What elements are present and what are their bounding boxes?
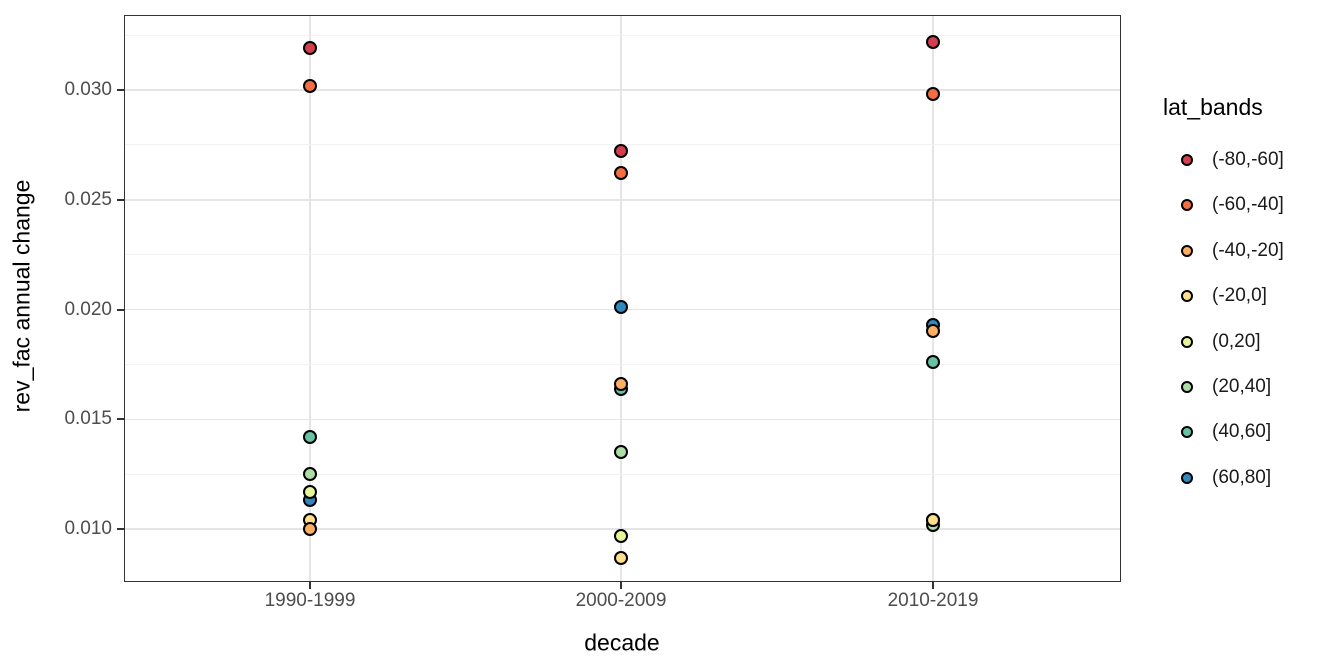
data-point (926, 324, 940, 339)
data-point (926, 34, 940, 49)
legend-item-label: (20,40] (1212, 376, 1272, 397)
y-tick-label: 0.010 (64, 518, 112, 539)
y-axis-tick (117, 528, 124, 530)
gridline-major-y (124, 199, 1121, 201)
y-axis-tick (117, 89, 124, 91)
x-axis-tick (309, 582, 311, 589)
data-point (614, 550, 628, 565)
data-point (614, 300, 628, 315)
legend-item-label: (-60,-40] (1212, 194, 1284, 216)
x-tick-label: 1990-1999 (264, 590, 356, 611)
y-tick-label: 0.025 (64, 188, 112, 210)
data-point (614, 377, 628, 392)
gridline-major-y (124, 418, 1121, 420)
gridline-minor-y (124, 473, 1121, 475)
data-point (303, 522, 317, 536)
x-axis-tick (932, 582, 934, 589)
legend-item-label: (40,60] (1212, 421, 1272, 443)
data-point (614, 445, 628, 460)
gridline-major-y (124, 89, 1121, 91)
gridline-minor-y (124, 363, 1121, 365)
legend-item-label: (0,20] (1212, 330, 1261, 352)
data-point (926, 87, 940, 102)
gridline-major-x (309, 15, 311, 582)
data-point (926, 513, 940, 528)
data-point (303, 41, 317, 56)
data-point (303, 429, 317, 444)
data-point (614, 144, 628, 159)
legend-item-label: (60,80] (1212, 466, 1272, 488)
data-point (926, 355, 940, 370)
legend-key-icon (1181, 471, 1193, 484)
data-point (303, 467, 317, 482)
y-axis-tick (117, 198, 124, 201)
data-point (303, 484, 317, 499)
data-point (614, 528, 628, 543)
x-axis-tick (620, 582, 622, 589)
gridline-minor-y (124, 254, 1121, 256)
x-tick-label: 2000-2009 (575, 590, 667, 611)
y-tick-label: 0.015 (64, 408, 112, 430)
y-axis-tick (117, 308, 124, 311)
gridline-minor-y (124, 34, 1121, 36)
legend-item-label: (-40,-20] (1212, 239, 1284, 261)
legend-key-icon (1181, 154, 1193, 166)
legend-key-icon (1181, 290, 1193, 303)
legend-key-icon (1181, 335, 1193, 348)
y-tick-label: 0.030 (64, 79, 112, 100)
legend-key-icon (1181, 244, 1193, 257)
legend-key-icon (1181, 381, 1193, 393)
y-tick-label: 0.020 (64, 298, 112, 320)
x-axis-title: decade (584, 629, 660, 656)
gridline-major-x (932, 15, 934, 582)
y-axis-title: rev_fac annual change (8, 179, 35, 413)
legend-item-label: (-20,0] (1212, 285, 1267, 307)
gridline-major-x (620, 15, 622, 582)
legend-title: lat_bands (1163, 94, 1263, 120)
x-tick-label: 2010-2019 (887, 590, 979, 611)
y-axis-tick (117, 418, 124, 421)
data-point (614, 166, 628, 181)
legend-key-icon (1181, 199, 1193, 212)
legend-item-label: (-80,-60] (1212, 149, 1284, 170)
legend-key-icon (1181, 426, 1193, 439)
panel-border (124, 15, 1121, 582)
data-point (303, 78, 317, 93)
